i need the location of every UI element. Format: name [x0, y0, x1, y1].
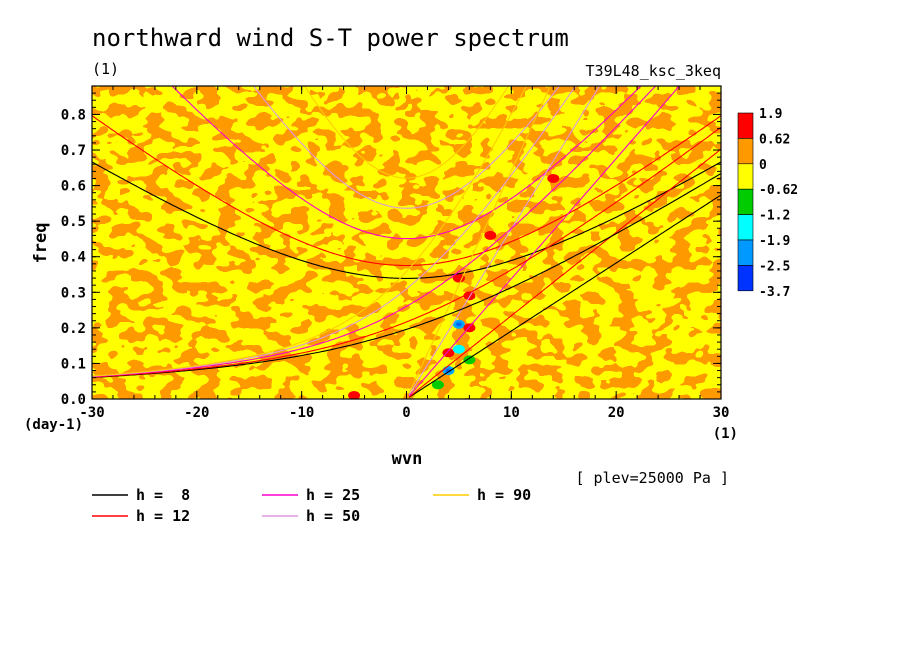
legend-label: h = 12 [136, 507, 190, 525]
colorbar: 1.9 0.62 0 -0.62 -1.2 -1.9 -2.5 -3.7 [737, 107, 798, 300]
gravity-wave-curve [92, 115, 721, 267]
mixed-rossby-gravity-curve [92, 86, 657, 378]
colorbar-label: 0 [759, 158, 767, 173]
field-noise [92, 86, 721, 399]
x-tick-label: 0 [402, 405, 410, 421]
x-tick-label: -10 [289, 405, 314, 421]
gravity-wave-curve [252, 86, 561, 209]
kelvin-wave-curve [408, 148, 721, 398]
hotspot-core [455, 322, 462, 327]
chart-title: northward wind S-T power spectrum [92, 24, 569, 52]
x-axis: -30 -20 -10 0 10 20 30 [79, 86, 729, 421]
experiment-label: T39L48_ksc_3keq [586, 62, 721, 80]
gravity-wave-curve [303, 86, 510, 179]
hotspot [463, 291, 476, 301]
legend-label: h = 90 [477, 486, 531, 504]
mixed-rossby-gravity-curve [92, 126, 721, 378]
hotspot [431, 380, 444, 390]
colorbar-label: -1.2 [759, 209, 790, 224]
colorbar-label: 0.62 [759, 132, 790, 147]
hotspot [547, 173, 560, 183]
y-tick-label: 0.4 [61, 250, 86, 266]
units-label: (1) [92, 60, 119, 78]
colorbar-label: -2.5 [759, 259, 790, 274]
dispersion-curves [92, 86, 721, 398]
hotspot-core [445, 368, 452, 373]
x-tick-label: -30 [79, 405, 104, 421]
colorbar-swatch [737, 214, 754, 241]
colorbar-swatch [737, 265, 754, 292]
legend-label: h = 50 [306, 507, 360, 525]
x-axis-unit: (1) [713, 426, 738, 442]
kelvin-wave-curve [408, 194, 721, 398]
colorbar-swatch [737, 188, 754, 215]
mixed-rossby-gravity-curve [92, 86, 577, 377]
y-tick-label: 0.7 [61, 143, 86, 159]
x-tick-label: 20 [608, 405, 625, 421]
y-tick-label: 0.8 [61, 107, 86, 123]
x-tick-label: 10 [503, 405, 520, 421]
mixed-rossby-gravity-curve [92, 173, 721, 379]
kelvin-wave-curve [408, 86, 551, 394]
y-tick-label: 0.2 [61, 321, 86, 337]
legend-label: h = 25 [306, 486, 360, 504]
kelvin-wave-curve [408, 86, 601, 395]
colorbar-label: -3.7 [759, 285, 790, 300]
hotspot [452, 344, 465, 354]
plot-field [92, 86, 721, 399]
y-axis-unit: (day-1) [24, 417, 83, 433]
colorbar-swatch [737, 138, 754, 165]
y-tick-label: 0.6 [61, 179, 86, 195]
x-tick-label: -20 [184, 405, 209, 421]
y-tick-label: 0.5 [61, 214, 86, 230]
mixed-rossby-gravity-curve [92, 86, 528, 377]
hotspot [452, 273, 465, 283]
y-tick-label: 0.3 [61, 285, 86, 301]
y-tick-label: 0.0 [61, 392, 86, 408]
hotspot [484, 230, 497, 240]
colorbar-swatch [737, 112, 754, 139]
hotspot [348, 390, 361, 399]
gravity-wave-curve [171, 86, 642, 240]
x-axis-label: wvn [392, 449, 423, 469]
colorbar-label: -1.9 [759, 234, 790, 249]
x-tick-label: 30 [713, 405, 730, 421]
gravity-wave-curve [92, 161, 721, 279]
y-tick-label: 0.1 [61, 356, 86, 372]
colorbar-swatch [737, 239, 754, 266]
y-axis: 0.0 0.1 0.2 0.3 0.4 0.5 0.6 0.7 0.8 [61, 85, 721, 408]
legend-label: h = 8 [136, 486, 190, 504]
hotspot [463, 355, 476, 365]
colorbar-label: 1.9 [759, 107, 782, 122]
pressure-level-note: [ plev=25000 Pa ] [575, 469, 729, 487]
colorbar-swatch [737, 163, 754, 190]
colorbar-label: -0.62 [759, 183, 798, 198]
kelvin-wave-curve [408, 86, 681, 397]
legend: h = 8 h = 12 h = 25 h = 50 h = 90 [92, 486, 531, 525]
y-axis-label: freq [31, 223, 51, 264]
